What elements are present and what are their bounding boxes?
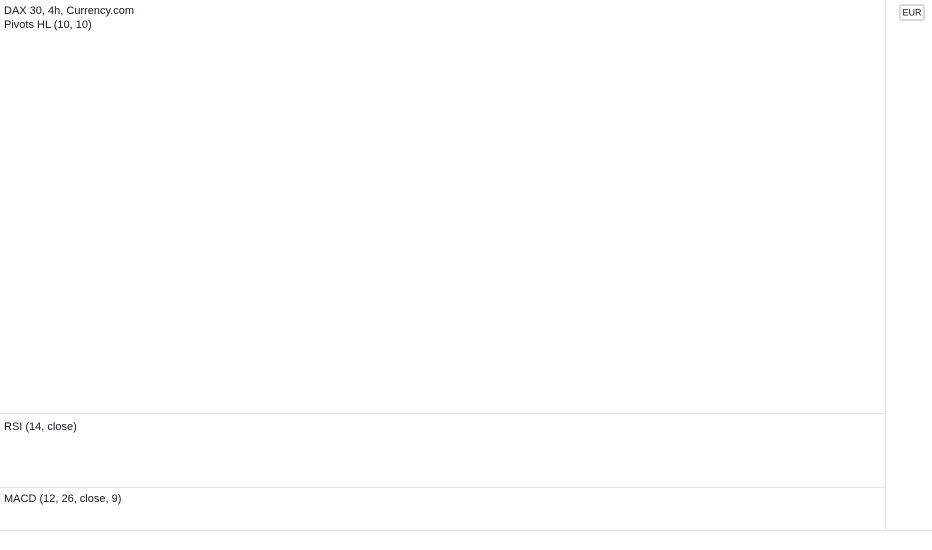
chart-title: DAX 30, 4h, Currency.com [4,5,134,17]
indicator-title: Pivots HL (10, 10) [4,19,92,31]
rsi-title: RSI (14, close) [4,421,77,433]
currency-box[interactable] [899,4,925,21]
macd-title: MACD (12, 26, close, 9) [4,493,121,505]
currency: EUR [902,7,922,17]
